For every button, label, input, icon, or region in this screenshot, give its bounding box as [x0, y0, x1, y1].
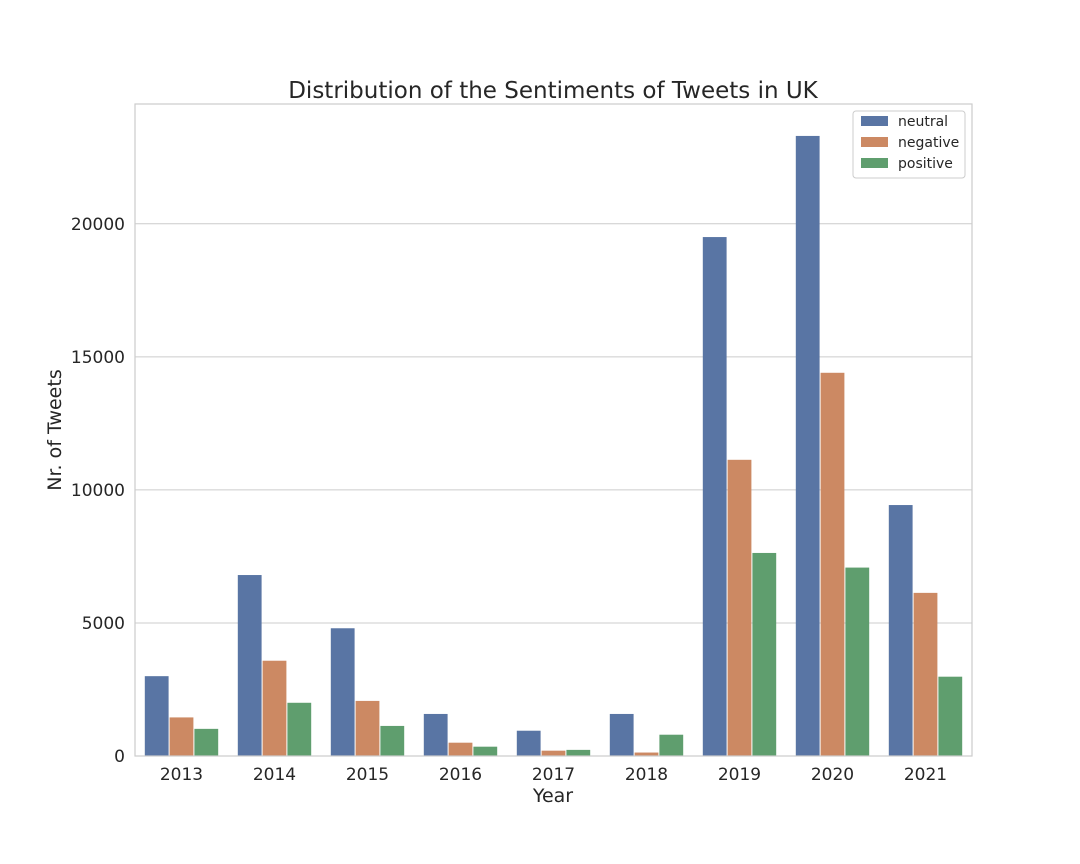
legend-swatch-negative: [861, 137, 888, 147]
legend-label-neutral: neutral: [898, 114, 948, 130]
bar-negative-2019: [727, 459, 752, 756]
x-tick-labels: 2013 2014 2015 2016 2017 2018 2019 2020 2021: [160, 765, 947, 785]
x-tick-label: 2017: [532, 765, 575, 785]
legend-swatch-neutral: [861, 116, 888, 126]
plot-frame: [134, 103, 973, 757]
y-axis-label: Nr. of Tweets: [44, 369, 66, 490]
x-tick-label: 2021: [904, 765, 947, 785]
bar-negative-2015: [355, 700, 380, 756]
bar-neutral-2018: [609, 713, 634, 756]
y-tick-label: 15000: [71, 348, 125, 368]
bar-neutral-2015: [330, 628, 355, 756]
bar-positive-2019: [752, 552, 777, 756]
bar-positive-2014: [287, 702, 312, 756]
bar-neutral-2021: [888, 505, 913, 756]
y-tick-label: 0: [114, 747, 125, 767]
bar-negative-2016: [448, 742, 473, 756]
legend-label-negative: negative: [898, 135, 959, 151]
bar-negative-2021: [913, 592, 938, 756]
bar-negative-2017: [541, 750, 566, 756]
legend: neutral negative positive: [852, 110, 966, 179]
x-tick-label: 2020: [811, 765, 854, 785]
chart-title: Distribution of the Sentiments of Tweets…: [288, 78, 818, 104]
bar-negative-2013: [169, 717, 194, 756]
y-tick-label: 20000: [71, 215, 125, 235]
bar-positive-2013: [194, 728, 219, 756]
bar-positive-2016: [473, 746, 498, 756]
bar-neutral-2017: [516, 730, 541, 756]
bar-neutral-2019: [702, 237, 727, 756]
x-tick-label: 2019: [718, 765, 761, 785]
y-tick-labels: 0 5000 10000 15000 20000: [71, 215, 125, 767]
bar-positive-2017: [566, 749, 591, 756]
bar-neutral-2016: [423, 713, 448, 756]
x-tick-label: 2018: [625, 765, 668, 785]
x-tick-label: 2014: [253, 765, 296, 785]
x-axis-label: Year: [532, 785, 573, 807]
legend-label-positive: positive: [898, 156, 953, 172]
bar-positive-2020: [845, 567, 870, 756]
bar-neutral-2013: [144, 676, 169, 756]
x-tick-label: 2016: [439, 765, 482, 785]
y-tick-label: 10000: [71, 481, 125, 501]
bar-negative-2014: [262, 660, 287, 756]
bar-positive-2021: [938, 676, 963, 756]
y-tick-label: 5000: [82, 614, 125, 634]
bar-negative-2020: [820, 372, 845, 756]
x-tick-label: 2015: [346, 765, 389, 785]
bar-neutral-2020: [795, 135, 820, 756]
bar-negative-2018: [634, 752, 659, 756]
legend-swatch-positive: [861, 158, 888, 168]
bars-layer: [144, 135, 963, 756]
grid-layer: [135, 223, 972, 624]
bar-neutral-2014: [237, 575, 262, 756]
bar-positive-2015: [380, 725, 405, 756]
bar-positive-2018: [659, 734, 684, 756]
x-tick-label: 2013: [160, 765, 203, 785]
